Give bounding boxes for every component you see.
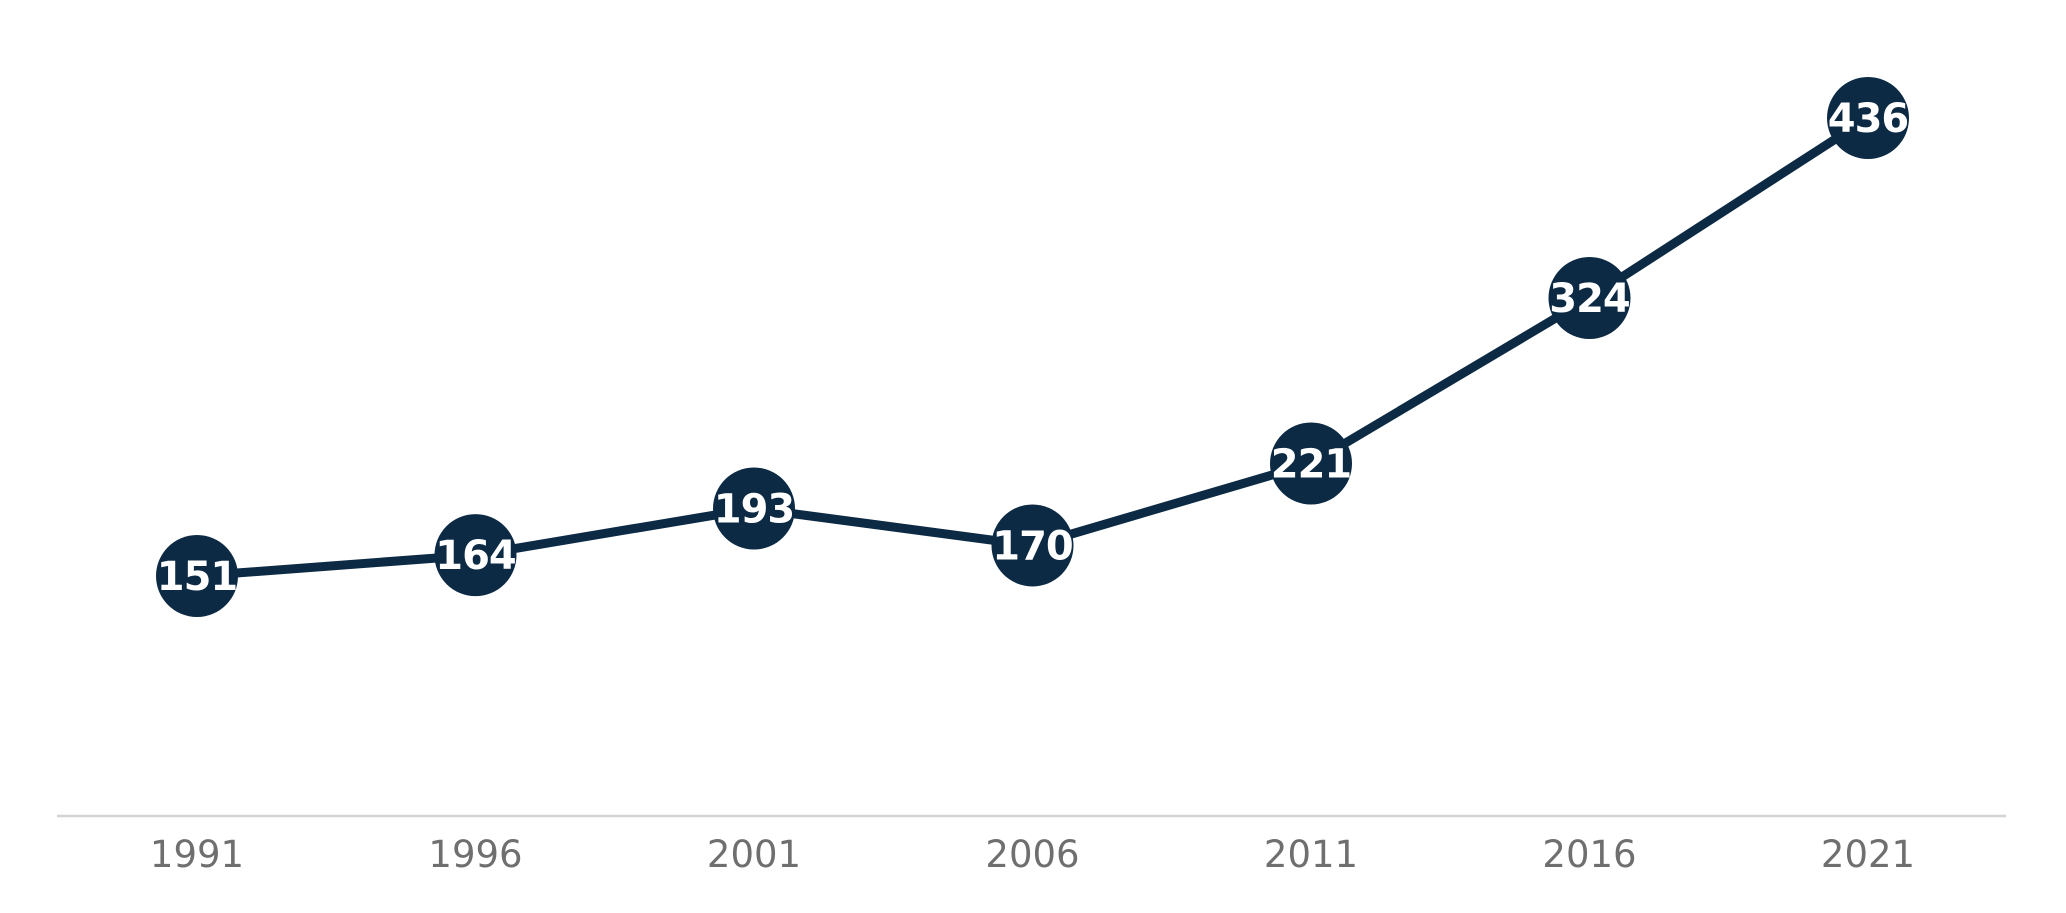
data-label-1991: 151 <box>157 554 238 600</box>
data-point-2006 <box>991 504 1074 587</box>
data-point-2021 <box>1827 77 1909 159</box>
x-tick-label-2021: 2021 <box>1821 833 1915 876</box>
data-label-2006: 170 <box>992 523 1073 569</box>
data-label-2011: 221 <box>1271 442 1352 488</box>
x-tick-label-2011: 2011 <box>1264 833 1358 876</box>
data-point-2011 <box>1270 422 1352 505</box>
x-tick-label-2006: 2006 <box>985 833 1079 876</box>
data-point-1991 <box>156 535 238 617</box>
data-label-1996: 164 <box>435 533 516 579</box>
data-points: 151 164 193 170 221 324 436 <box>156 77 1909 617</box>
data-point-2001 <box>713 467 795 550</box>
x-tick-label-2016: 2016 <box>1542 833 1636 876</box>
x-tick-label-1991: 1991 <box>150 833 244 876</box>
data-point-2016 <box>1548 256 1631 339</box>
data-label-2001: 193 <box>714 487 795 533</box>
x-axis-tick-labels: 1991 1996 2001 2006 2011 2016 2021 <box>150 833 1915 876</box>
data-label-2021: 436 <box>1828 96 1909 142</box>
data-label-2016: 324 <box>1549 276 1630 322</box>
x-tick-label-2001: 2001 <box>707 833 801 876</box>
data-point-1996 <box>434 514 517 597</box>
x-tick-label-1996: 1996 <box>428 833 522 876</box>
